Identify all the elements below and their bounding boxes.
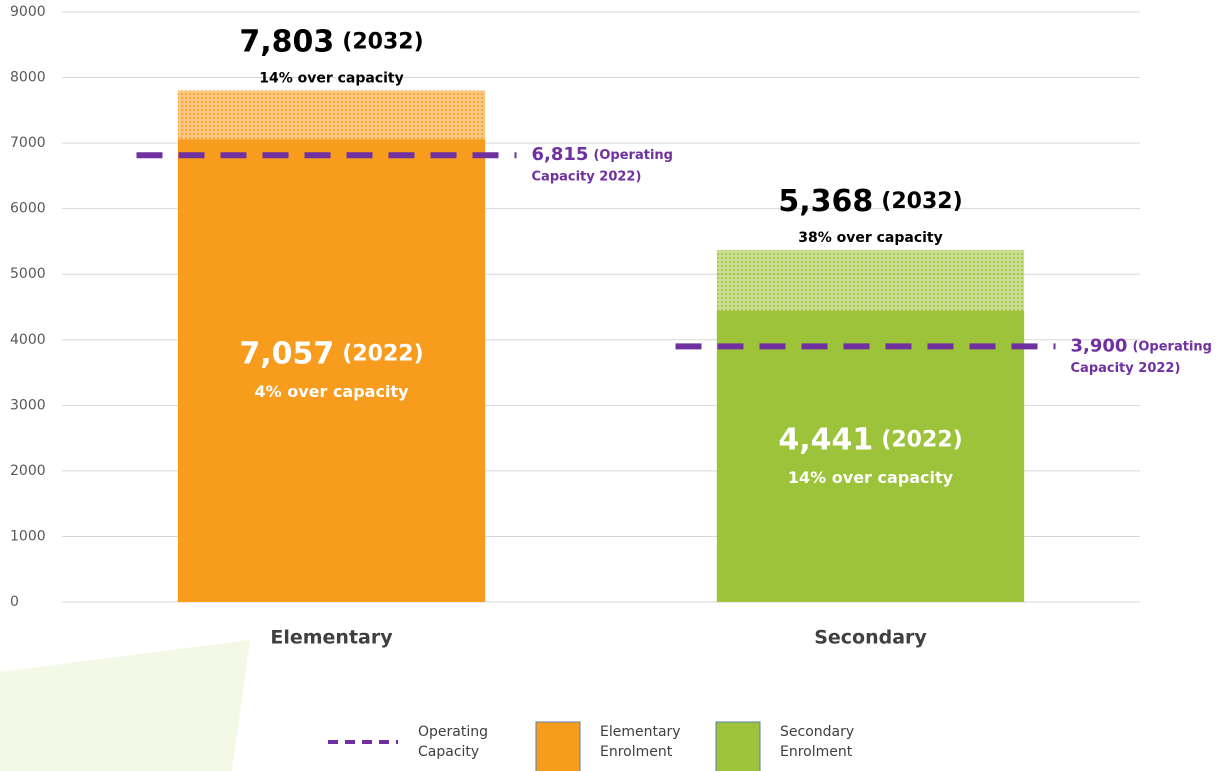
note-label: 14% over capacity	[788, 468, 954, 487]
year-label: (2022)	[881, 427, 962, 452]
legend-label: Secondary Enrolment	[780, 724, 855, 760]
x-tick-label: Secondary	[814, 627, 927, 649]
data-label: 7,057 (2022)	[239, 336, 423, 371]
y-tick-label: 7000	[10, 135, 46, 151]
capacity-label: 3,900 (Operating	[1071, 335, 1212, 356]
capacity-note: Capacity 2022)	[1071, 361, 1181, 376]
year-label: (2032)	[342, 29, 423, 54]
y-tick-label: 0	[10, 594, 19, 610]
capacity-note: Capacity 2022)	[532, 170, 642, 185]
year-label: (2032)	[881, 189, 962, 214]
x-tick-label: Elementary	[270, 627, 393, 649]
legend-label: Operating Capacity	[418, 724, 488, 760]
value-label: 7,057	[239, 336, 334, 371]
capacity-note: (Operating	[593, 148, 673, 163]
bar	[177, 139, 486, 602]
value-label: 5,368	[778, 184, 873, 219]
data-label: 5,368 (2032)	[778, 184, 962, 219]
capacity-value: 3,900	[1071, 335, 1128, 356]
capacity-label: 6,815 (Operating	[532, 144, 673, 165]
note-label: 4% over capacity	[254, 382, 409, 401]
value-label: 4,441	[778, 422, 873, 457]
y-tick-label: 8000	[10, 70, 46, 86]
note-label: 38% over capacity	[798, 230, 943, 246]
y-tick-label: 5000	[10, 266, 46, 282]
decor	[0, 640, 250, 771]
y-tick-label: 1000	[10, 528, 46, 544]
y-tick-label: 6000	[10, 201, 46, 217]
y-tick-label: 3000	[10, 397, 46, 413]
capacity-note: (Operating	[1132, 339, 1212, 354]
capacity-value: 6,815	[532, 144, 589, 165]
legend-label: Elementary Enrolment	[600, 724, 681, 760]
y-tick-label: 4000	[10, 332, 46, 348]
note-label: 14% over capacity	[259, 70, 404, 86]
y-tick-label: 2000	[10, 463, 46, 479]
legend-swatch	[535, 721, 581, 771]
value-label: 7,803	[239, 24, 334, 59]
y-tick-label: 9000	[10, 4, 46, 20]
legend-swatch	[715, 721, 761, 771]
year-label: (2022)	[342, 342, 423, 367]
bar	[716, 310, 1025, 602]
data-label: 7,803 (2032)	[239, 24, 423, 59]
data-label: 4,441 (2022)	[778, 422, 962, 457]
